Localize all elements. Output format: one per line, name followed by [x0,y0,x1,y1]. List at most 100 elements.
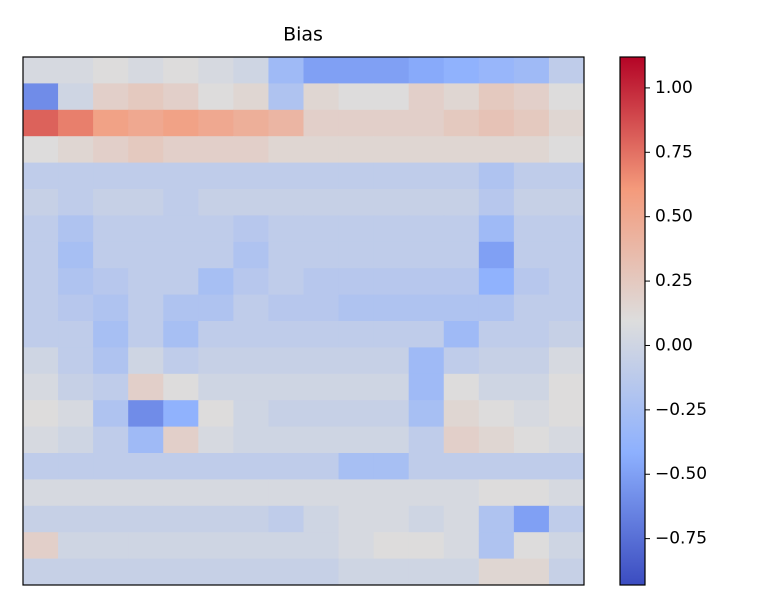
heatmap-cell [548,558,585,586]
heatmap-cell [478,109,515,137]
heatmap-cell [373,347,410,375]
heatmap-cell [443,426,480,454]
heatmap-cell [128,426,164,454]
heatmap-cell [373,321,410,348]
heatmap-cell [408,426,445,454]
heatmap-cell [548,321,585,348]
heatmap-cell [303,136,340,164]
heatmap-cell [93,83,129,111]
heatmap-cell [93,505,129,533]
heatmap-cell [303,189,340,216]
heatmap-cell [58,215,94,243]
heatmap-cell [338,426,375,454]
heatmap-cell [233,347,269,375]
heatmap-cell [23,321,59,348]
heatmap-cell [338,241,375,269]
heatmap-cell [93,347,129,375]
heatmap-cell [268,241,304,269]
heatmap-cell [58,189,94,216]
heatmap-cell [513,83,550,111]
heatmap-cell [548,109,585,137]
heatmap-cell [198,321,234,348]
heatmap-cell [198,215,234,243]
heatmap-cell [23,294,59,322]
heatmap-cell [373,241,410,269]
heatmap-cell [128,162,164,190]
heatmap-cell [233,57,269,84]
heatmap-cell [373,373,410,401]
heatmap-cell [198,479,234,507]
heatmap-cell [513,558,550,586]
heatmap-cell [268,294,304,322]
colorbar-tick-label: −0.75 [655,529,707,549]
heatmap-cell [233,294,269,322]
heatmap-cell [163,558,199,586]
heatmap-cell [198,373,234,401]
heatmap-cell [268,400,304,428]
heatmap-cell [233,268,269,296]
heatmap-cell [23,109,59,137]
heatmap-cell [198,109,234,137]
heatmap-cell [23,215,59,243]
heatmap-cell [338,215,375,243]
heatmap-cell [478,57,515,84]
heatmap-cell [58,83,94,111]
heatmap-cell [478,321,515,348]
heatmap-cell [478,505,515,533]
colorbar-tick-label: 0.75 [655,142,693,162]
heatmap-cell [163,162,199,190]
heatmap-cell [338,373,375,401]
heatmap-cell [408,109,445,137]
heatmap-cell [198,57,234,84]
heatmap-cell [303,215,340,243]
heatmap-cell [548,162,585,190]
heatmap-cell [163,268,199,296]
heatmap-cell [23,532,59,560]
heatmap-cell [58,109,94,137]
heatmap-cell [163,532,199,560]
heatmap-cell [338,505,375,533]
heatmap-cell [128,321,164,348]
heatmap-cell [58,479,94,507]
heatmap-cell [373,57,410,84]
heatmap-cell [338,294,375,322]
heatmap-cell [233,426,269,454]
heatmap-cell [23,426,59,454]
heatmap-cell [408,321,445,348]
heatmap-cell [373,453,410,480]
heatmap-cell [198,268,234,296]
heatmap-cell [128,83,164,111]
heatmap-cell [303,558,340,586]
colorbar-tick-label: 0.25 [655,271,693,291]
heatmap-cell [198,189,234,216]
heatmap-cell [548,294,585,322]
heatmap-cell [513,57,550,84]
heatmap-cell [58,373,94,401]
heatmap-cell [513,479,550,507]
heatmap-cell [93,294,129,322]
heatmap-cell [408,162,445,190]
plot-frame [22,56,585,586]
heatmap-cell [303,294,340,322]
heatmap-cell [163,321,199,348]
heatmap-cell [58,558,94,586]
heatmap-cell [548,505,585,533]
heatmap-cell [443,479,480,507]
heatmap-cell [303,505,340,533]
heatmap-cell [548,215,585,243]
heatmap-cell [338,479,375,507]
heatmap-cell [268,453,304,480]
heatmap-cell [478,532,515,560]
heatmap-cell [373,505,410,533]
heatmap-cell [198,83,234,111]
heatmap-cell [58,400,94,428]
heatmap-cell [548,426,585,454]
heatmap-cell [513,189,550,216]
heatmap-cell [163,215,199,243]
heatmap-cell [303,400,340,428]
heatmap-cell [373,109,410,137]
heatmap-cell [128,347,164,375]
heatmap-cell [443,241,480,269]
heatmap-cell [443,294,480,322]
heatmap-cell [128,57,164,84]
